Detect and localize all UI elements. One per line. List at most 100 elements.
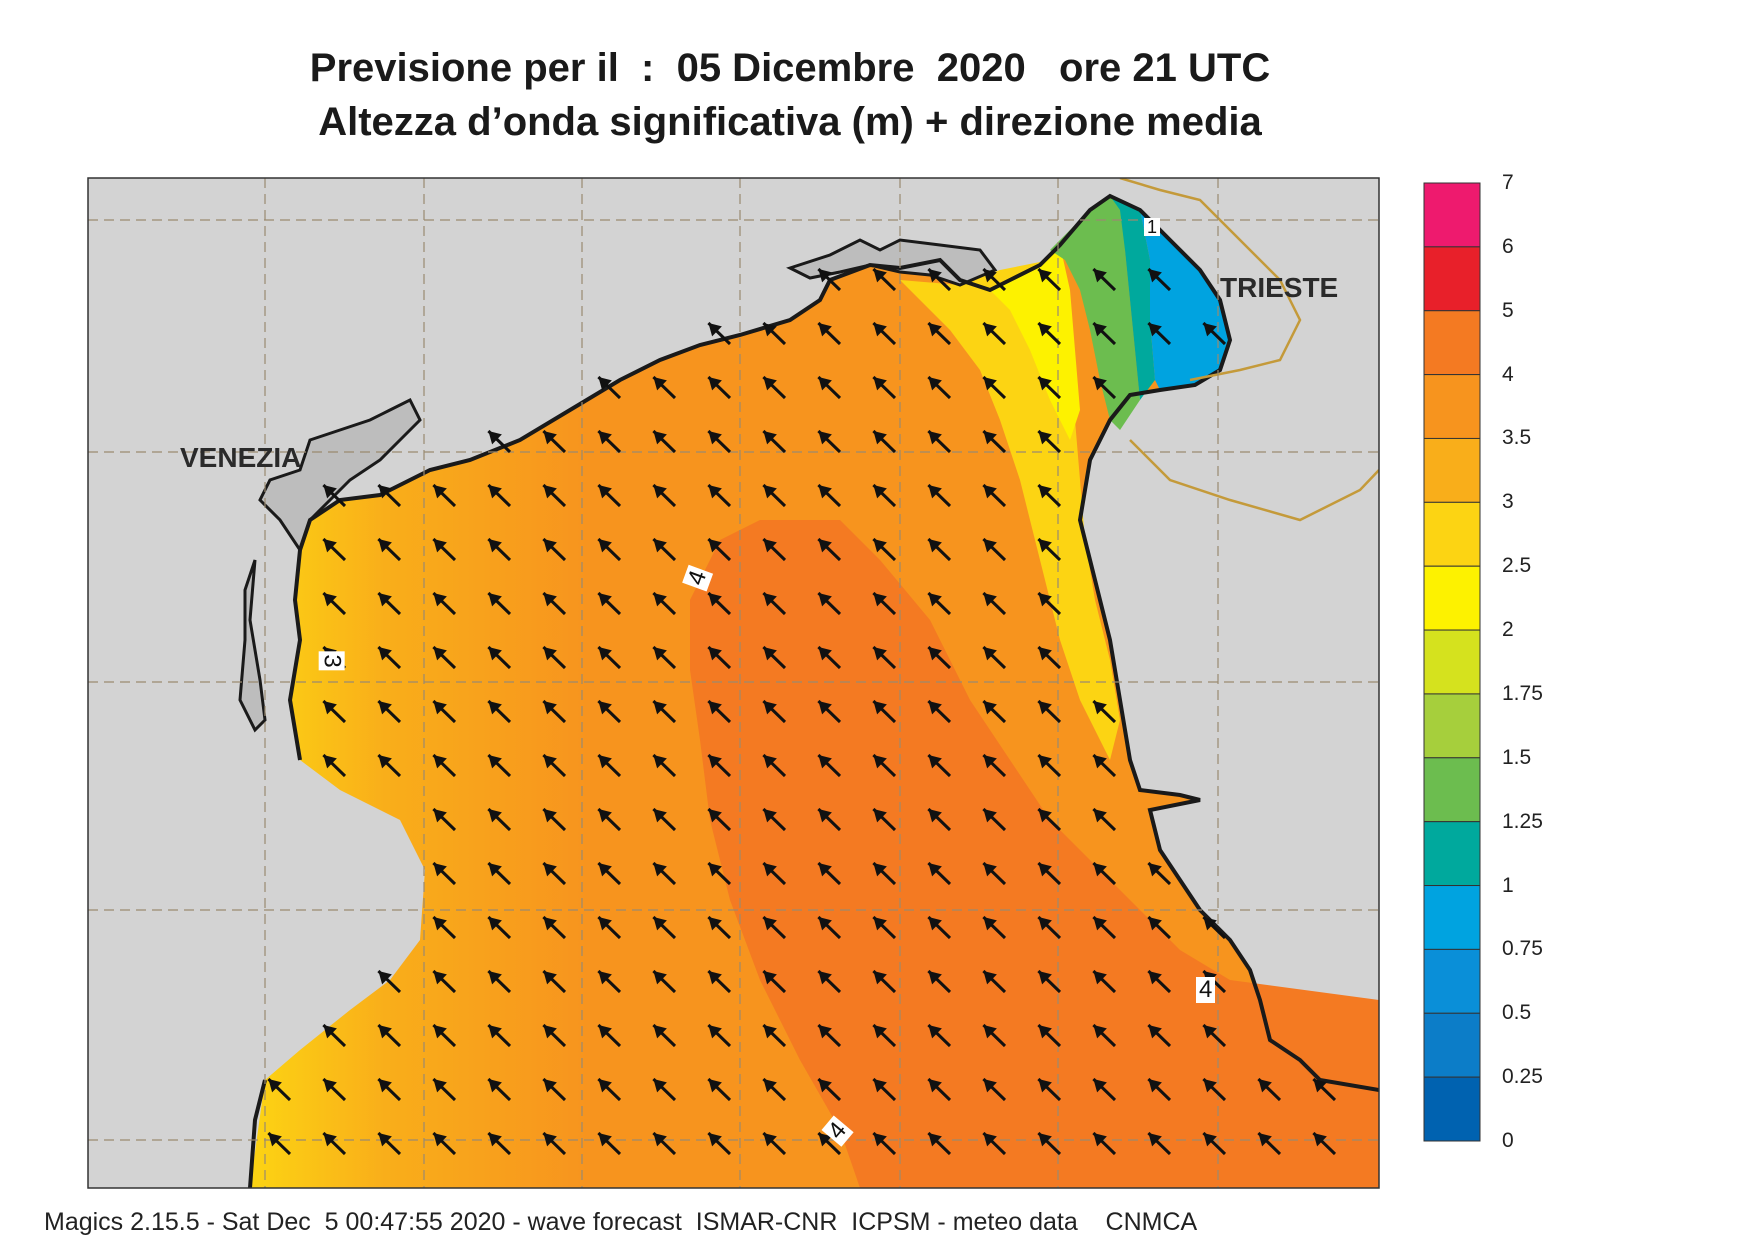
colorbar-tick-label: 2.5 bbox=[1502, 554, 1532, 578]
wave-arrow-head bbox=[1093, 701, 1107, 715]
footer-credits: Magics 2.15.5 - Sat Dec 5 00:47:55 2020 … bbox=[44, 1208, 1198, 1236]
wave-arrow-head bbox=[653, 701, 667, 715]
wave-arrow-head bbox=[543, 593, 557, 607]
wave-arrow-head bbox=[1038, 431, 1052, 445]
wave-arrow-head bbox=[818, 647, 832, 661]
contour-label: 4 bbox=[1196, 977, 1216, 1003]
wave-arrow-head bbox=[1093, 971, 1107, 985]
wave-arrow-head bbox=[1038, 701, 1052, 715]
wave-arrow-head bbox=[653, 647, 667, 661]
wave-arrow-head bbox=[488, 1079, 502, 1093]
wave-arrow-head bbox=[928, 1025, 942, 1039]
wave-arrow-head bbox=[818, 1079, 832, 1093]
colorbar-swatch bbox=[1423, 565, 1481, 631]
wave-arrow-head bbox=[598, 1025, 612, 1039]
city-label-trieste: TRIESTE bbox=[1220, 272, 1339, 303]
wave-arrow-head bbox=[323, 1079, 337, 1093]
title-line-1: Previsione per il : 05 Dicembre 2020 ore… bbox=[309, 46, 1271, 90]
wave-arrow-head bbox=[983, 701, 997, 715]
wave-arrow-head bbox=[598, 377, 612, 391]
wave-arrow-head bbox=[653, 917, 667, 931]
wave-arrow-head bbox=[323, 701, 337, 715]
wave-arrow-head bbox=[1038, 647, 1052, 661]
wave-arrow-head bbox=[763, 1025, 777, 1039]
wave-arrow-head bbox=[1093, 1133, 1107, 1147]
wave-arrow-head bbox=[1038, 1079, 1052, 1093]
wave-arrow-head bbox=[1038, 269, 1052, 283]
wave-arrow-head bbox=[433, 755, 447, 769]
wave-arrow-head bbox=[1038, 539, 1052, 553]
colorbar-tick-label: 7 bbox=[1502, 171, 1514, 194]
wave-arrow-head bbox=[983, 485, 997, 499]
wave-arrow-head bbox=[873, 1079, 887, 1093]
wave-arrow-head bbox=[873, 377, 887, 391]
wave-arrow-head bbox=[488, 647, 502, 661]
wave-arrow-head bbox=[488, 863, 502, 877]
wave-arrow-head bbox=[708, 701, 722, 715]
wave-arrow-head bbox=[763, 917, 777, 931]
wave-arrow-head bbox=[983, 1025, 997, 1039]
wave-arrow-head bbox=[708, 431, 722, 445]
wave-arrow-head bbox=[818, 323, 832, 337]
wave-arrow-head bbox=[598, 917, 612, 931]
wave-arrow-head bbox=[598, 593, 612, 607]
wave-arrow-head bbox=[1313, 1133, 1327, 1147]
wave-arrow-head bbox=[928, 755, 942, 769]
wave-arrow-head bbox=[708, 971, 722, 985]
wave-arrow-head bbox=[873, 269, 887, 283]
wave-arrow-head bbox=[983, 377, 997, 391]
wave-arrow-head bbox=[708, 593, 722, 607]
wave-arrow-head bbox=[653, 377, 667, 391]
wave-zone-1m bbox=[1110, 196, 1155, 400]
wave-arrow-head bbox=[653, 539, 667, 553]
wave-arrow-head bbox=[928, 377, 942, 391]
venice-lagoon-south bbox=[238, 559, 267, 733]
colorbar-tick-label: 0 bbox=[1502, 1129, 1514, 1152]
wave-arrow-head bbox=[873, 1025, 887, 1039]
wave-arrow-head bbox=[1038, 809, 1052, 823]
wave-arrow-head bbox=[928, 863, 942, 877]
wave-arrow-head bbox=[433, 917, 447, 931]
wave-arrow-head bbox=[598, 701, 612, 715]
wave-arrow-head bbox=[1148, 917, 1162, 931]
wave-arrow-head bbox=[928, 971, 942, 985]
wave-arrow-head bbox=[378, 485, 392, 499]
wave-arrow-head bbox=[818, 917, 832, 931]
wave-arrow-head bbox=[873, 863, 887, 877]
wave-arrow-head bbox=[488, 1025, 502, 1039]
wave-arrow-head bbox=[763, 1079, 777, 1093]
wave-arrow-head bbox=[543, 1133, 557, 1147]
colorbar-swatch bbox=[1423, 693, 1481, 759]
wave-arrow-head bbox=[543, 431, 557, 445]
wave-arrow-head bbox=[1203, 917, 1217, 931]
wave-arrow-head bbox=[1038, 755, 1052, 769]
wave-arrow-head bbox=[488, 701, 502, 715]
wave-arrow-head bbox=[928, 917, 942, 931]
wave-arrow-head bbox=[543, 1079, 557, 1093]
colorbar-tick-label: 1.75 bbox=[1502, 681, 1543, 705]
wave-arrow-head bbox=[543, 1025, 557, 1039]
wave-arrow-head bbox=[433, 647, 447, 661]
wave-arrow-head bbox=[653, 431, 667, 445]
wave-arrow-head bbox=[763, 431, 777, 445]
graticule bbox=[88, 178, 1379, 1188]
wave-arrow-head bbox=[1093, 323, 1107, 337]
wave-arrow-head bbox=[1203, 1079, 1217, 1093]
wave-arrow-head bbox=[983, 971, 997, 985]
wave-arrow-head bbox=[598, 485, 612, 499]
wave-arrow-head bbox=[1093, 1079, 1107, 1093]
wave-arrow-head bbox=[488, 917, 502, 931]
wave-arrow-head bbox=[1093, 269, 1107, 283]
wave-arrow-head bbox=[1038, 1025, 1052, 1039]
wave-arrow-head bbox=[763, 647, 777, 661]
wave-arrow-head bbox=[653, 1079, 667, 1093]
wave-arrow-head bbox=[1038, 377, 1052, 391]
wave-arrow-head bbox=[928, 431, 942, 445]
colorbar-tick-label: 6 bbox=[1502, 234, 1514, 258]
wave-arrow-head bbox=[378, 1133, 392, 1147]
wave-arrow-head bbox=[488, 809, 502, 823]
wave-arrow-head bbox=[1148, 971, 1162, 985]
wave-arrow-head bbox=[818, 431, 832, 445]
wave-arrow-head bbox=[378, 1025, 392, 1039]
